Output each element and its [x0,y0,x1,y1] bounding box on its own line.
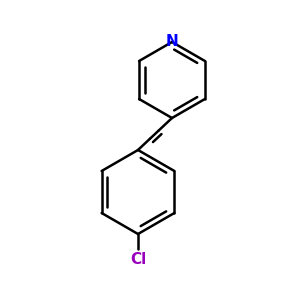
Text: N: N [166,34,178,50]
Text: Cl: Cl [130,253,146,268]
